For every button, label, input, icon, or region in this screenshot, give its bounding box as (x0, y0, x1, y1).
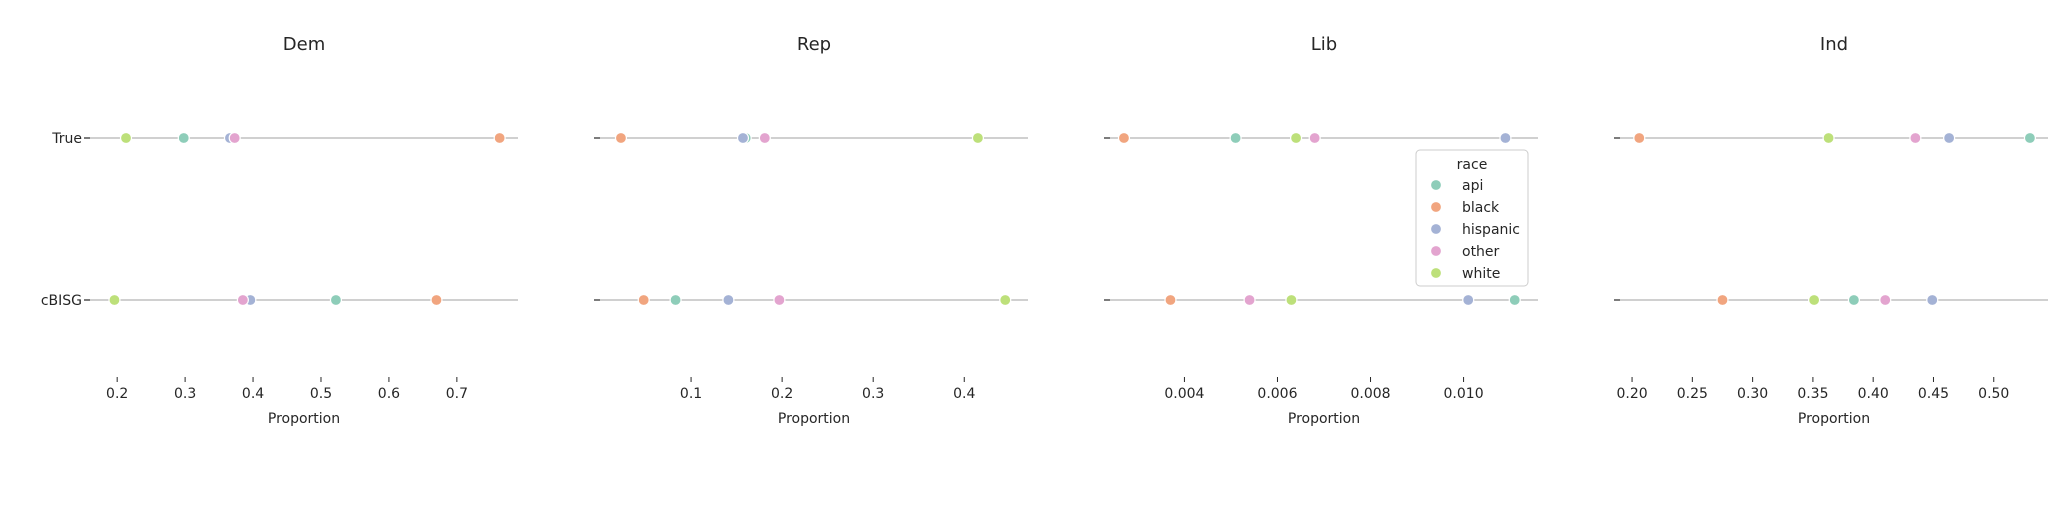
point-rep-cbisg-other (773, 293, 786, 307)
point-ind-true-other (1909, 131, 1922, 145)
point-lib-cbisg-white (1285, 293, 1298, 307)
point-ind-cbisg-hispanic (1926, 293, 1939, 307)
point-ind-true-white (1822, 131, 1835, 145)
point-rep-cbisg-api (669, 293, 682, 307)
x-axis-label: Proportion (778, 411, 850, 427)
point-dem-true-api (177, 131, 190, 145)
panel-ind: Ind 0.20 0.25 0.30 0.35 0.40 0.45 0.50 Proportio… (1614, 34, 2048, 427)
x-tick-label: 0.3 (174, 386, 196, 402)
legend-title: race (1457, 157, 1488, 173)
x-tick-label: 0.006 (1257, 386, 1297, 402)
point-rep-true-white (971, 131, 985, 145)
point-dem-true-other (228, 131, 241, 145)
legend-marker-api (1429, 178, 1443, 192)
point-lib-true-black (1117, 131, 1131, 145)
y-tick-label-true: True (51, 131, 82, 147)
x-axis-label: Proportion (268, 411, 340, 427)
x-tick-label: 0.5 (310, 386, 332, 402)
point-dem-cbisg-api (329, 293, 343, 307)
x-tick-label: 0.3 (862, 386, 884, 402)
point-dem-cbisg-other (236, 293, 249, 307)
panel-lib: Lib 0.004 0.006 0.008 0.010 Proportion (1104, 34, 1538, 427)
point-ind-cbisg-api (1847, 293, 1860, 307)
point-rep-cbisg-hispanic (722, 293, 735, 307)
legend-label-api: api (1462, 178, 1483, 194)
panel-title-dem: Dem (283, 34, 325, 55)
point-dem-true-black (493, 131, 506, 145)
legend-marker-hispanic (1429, 222, 1443, 236)
point-ind-true-black (1633, 131, 1646, 145)
legend-marker-white (1429, 266, 1443, 280)
point-rep-cbisg-black (637, 293, 650, 307)
point-rep-cbisg-white (999, 293, 1012, 307)
x-tick-label: 0.1 (680, 386, 702, 402)
x-tick-label: 0.4 (953, 386, 975, 402)
panel-rep: Rep 0.1 0.2 0.3 0.4 Proportion (594, 34, 1028, 427)
point-lib-true-white (1289, 131, 1303, 145)
x-axis-label: Proportion (1288, 411, 1360, 427)
point-dem-cbisg-white (108, 293, 121, 307)
point-lib-cbisg-black (1164, 293, 1177, 307)
panel-title-ind: Ind (1820, 34, 1848, 55)
legend-label-black: black (1462, 200, 1500, 216)
point-dem-cbisg-black (430, 293, 443, 307)
point-lib-cbisg-hispanic (1462, 293, 1475, 307)
x-tick-label: 0.20 (1616, 386, 1647, 402)
x-tick-label: 0.004 (1164, 386, 1204, 402)
point-ind-true-api (2023, 131, 2037, 145)
point-lib-true-other (1308, 131, 1321, 145)
x-tick-label: 0.35 (1797, 386, 1828, 402)
x-tick-label: 0.2 (106, 386, 128, 402)
x-tick-label: 0.30 (1737, 386, 1768, 402)
x-axis-label: Proportion (1798, 411, 1870, 427)
x-tick-label: 0.2 (771, 386, 793, 402)
legend-box (1415, 149, 1529, 287)
y-tick-label-cbisg: cBISG (41, 293, 82, 309)
point-ind-cbisg-black (1716, 293, 1729, 307)
legend-label-other: other (1462, 244, 1500, 260)
panel-title-rep: Rep (797, 34, 831, 55)
point-lib-true-api (1229, 131, 1242, 145)
x-tick-label: 0.40 (1858, 386, 1889, 402)
point-lib-true-hispanic (1499, 131, 1512, 145)
point-lib-cbisg-api (1508, 293, 1521, 307)
x-tick-label: 0.008 (1350, 386, 1390, 402)
panel-dem: Dem True cBISG 0.2 0.3 0.4 0.5 0.6 0.7 Proportion (41, 34, 518, 427)
point-rep-true-hispanic (736, 131, 750, 145)
legend: race api black hispanic other white (1415, 149, 1529, 287)
point-ind-true-hispanic (1943, 131, 1956, 145)
x-tick-label: 0.45 (1918, 386, 1949, 402)
point-ind-cbisg-other (1879, 293, 1892, 307)
x-tick-label: 0.010 (1444, 386, 1484, 402)
point-dem-true-white (119, 131, 133, 145)
x-tick-label: 0.50 (1978, 386, 2009, 402)
legend-marker-black (1429, 200, 1443, 214)
legend-label-white: white (1462, 266, 1500, 282)
x-tick-label: 0.6 (378, 386, 400, 402)
point-rep-true-black (614, 131, 628, 145)
point-ind-cbisg-white (1808, 293, 1821, 307)
legend-marker-other (1429, 244, 1443, 258)
x-tick-label: 0.4 (242, 386, 264, 402)
point-rep-true-other (758, 131, 771, 145)
legend-label-hispanic: hispanic (1462, 222, 1520, 238)
panel-title-lib: Lib (1311, 34, 1337, 55)
x-tick-label: 0.25 (1677, 386, 1708, 402)
point-lib-cbisg-other (1243, 293, 1256, 307)
x-tick-label: 0.7 (446, 386, 468, 402)
